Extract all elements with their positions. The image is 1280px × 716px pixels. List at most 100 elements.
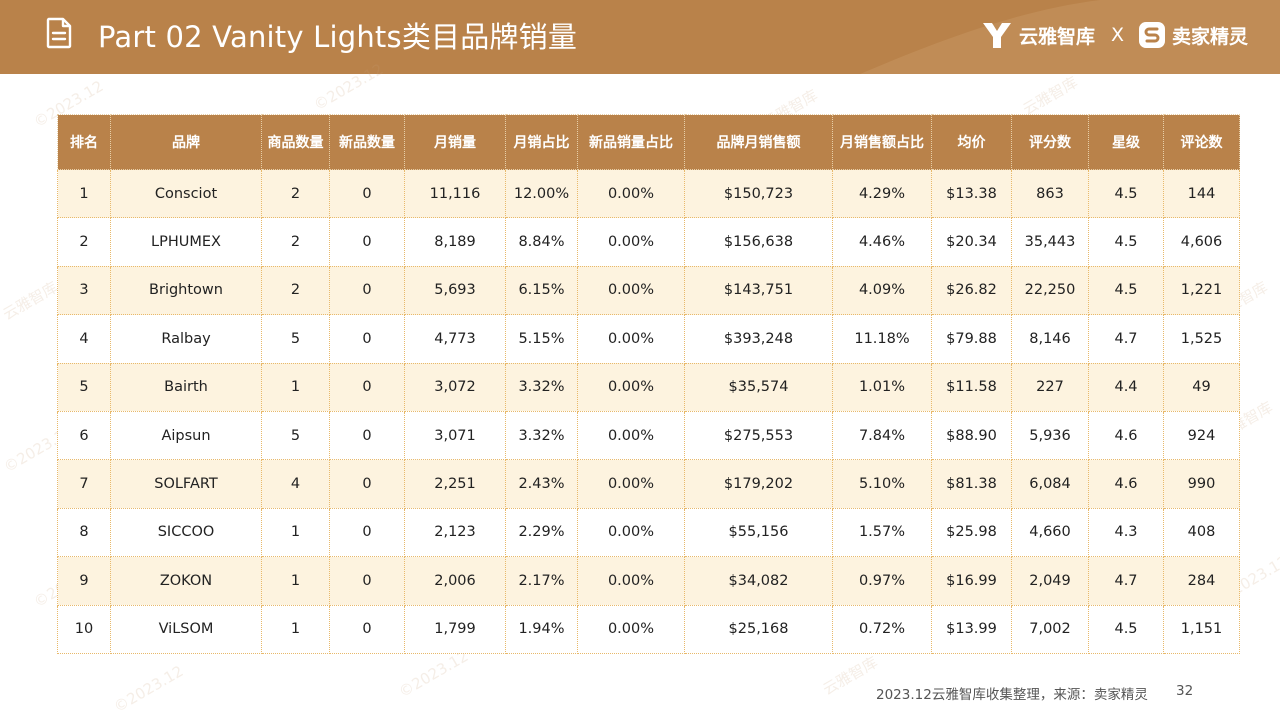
table-cell: $55,156 [684,507,833,558]
table-row: 5 Bairth 1 0 3,072 3.32% 0.00% $35,574 1.01% $11.… [57,362,1240,412]
table-cell: 4,606 [1163,217,1240,267]
table-cell: 12.00% [505,168,578,219]
brand-sales-table: 排名 品牌 商品数量 新品数量 月销量 月销占比 新品销量占比 品牌月销售额 月销售额占比 均价评… [57,114,1240,654]
brand-right-name: 卖家精灵 [1171,25,1248,48]
table-cell: 1 [57,168,111,219]
table-cell: $13.99 [931,604,1012,654]
table-cell: 0.00% [577,362,685,412]
table-cell: 0 [329,604,405,654]
table-cell: 11,116 [404,168,506,219]
table-cell: 0 [329,507,405,558]
table-cell: 1.57% [832,507,932,558]
table-cell: 0.00% [577,556,685,606]
table-cell: 2.43% [505,459,578,509]
table-cell: $79.88 [931,314,1012,364]
table-cell: 4.6 [1088,459,1164,509]
table-cell: 0 [329,410,405,461]
page-title: Part 02 Vanity Lights类目品牌销量 [98,20,578,54]
table-cell: 6 [57,410,111,461]
table-cell: $13.38 [931,168,1012,219]
table-cell: 1 [261,604,330,654]
table-cell: 5.10% [832,459,932,509]
table-cell: 1,221 [1163,265,1240,316]
table-cell: 0 [329,362,405,412]
table-cell: 0.00% [577,604,685,654]
table-row: 8 SICCOO 1 0 2,123 2.29% 0.00% $55,156 1.57% $25.… [57,507,1240,558]
table-cell: 8,189 [404,217,506,267]
table-cell: 4 [57,314,111,364]
table-cell: 4.7 [1088,556,1164,606]
table-cell: $25.98 [931,507,1012,558]
table-cell: 5 [261,410,330,461]
table-cell: 2,049 [1011,556,1089,606]
table-cell: 0.00% [577,265,685,316]
column-header: 均价 [931,114,1012,170]
table-cell: 0 [329,314,405,364]
table-cell: 1,151 [1163,604,1240,654]
column-header: 评论数 [1163,114,1240,170]
table-cell: 8.84% [505,217,578,267]
table-cell: 5,936 [1011,410,1089,461]
table-cell: 2,251 [404,459,506,509]
table-cell: 863 [1011,168,1089,219]
table-cell: 4.46% [832,217,932,267]
table-cell: 4.5 [1088,265,1164,316]
column-header: 品牌月销售额 [684,114,833,170]
table-cell: 4,660 [1011,507,1089,558]
table-row: 3 Brightown 2 0 5,693 6.15% 0.00% $143,751 4.09%… [57,265,1240,316]
table-cell: 4.5 [1088,604,1164,654]
table-cell: 3.32% [505,410,578,461]
table-cell: 8,146 [1011,314,1089,364]
source-note: 2023.12云雅智库收集整理，来源：卖家精灵 [876,687,1148,703]
column-header: 月销量 [404,114,506,170]
table-cell: 924 [1163,410,1240,461]
column-header: 新品销量占比 [577,114,685,170]
table-cell: 0.00% [577,507,685,558]
table-cell: $393,248 [684,314,833,364]
table-cell: 2 [57,217,111,267]
table-cell: 0.00% [577,168,685,219]
table-cell: 4.29% [832,168,932,219]
table-cell: 4.7 [1088,314,1164,364]
table-cell: 0.00% [577,217,685,267]
table-cell: 1,525 [1163,314,1240,364]
table-cell: 35,443 [1011,217,1089,267]
brand-separator: X [1110,24,1124,46]
table-cell: 0.00% [577,459,685,509]
document-icon [46,17,72,49]
table-cell: 1 [261,362,330,412]
watermark: 云雅智库 [1019,73,1081,119]
table-cell: 5.15% [505,314,578,364]
table-cell: Ralbay [110,314,262,364]
table-cell: 144 [1163,168,1240,219]
table-cell: 3.32% [505,362,578,412]
table-cell: 0.00% [577,314,685,364]
table-cell: $16.99 [931,556,1012,606]
table-row: 10 ViLSOM 1 0 1,799 1.94% 0.00% $25,168 0.72% $13… [57,604,1240,654]
table-cell: $156,638 [684,217,833,267]
table-cell: Consciot [110,168,262,219]
sellersprite-logo-icon [1138,22,1165,48]
table-cell: 49 [1163,362,1240,412]
table-cell: 2,123 [404,507,506,558]
table-cell: 408 [1163,507,1240,558]
table-cell: 9 [57,556,111,606]
table-cell: 4,773 [404,314,506,364]
header-bar: Part 02 Vanity Lights类目品牌销量 云雅智库 X 卖家精灵 [0,0,1280,74]
table-cell: SICCOO [110,507,262,558]
table-cell: 5 [261,314,330,364]
column-header: 排名 [57,114,111,170]
table-cell: 8 [57,507,111,558]
table-cell: $88.90 [931,410,1012,461]
table-cell: ZOKON [110,556,262,606]
table-cell: 0 [329,459,405,509]
table-cell: 1 [261,556,330,606]
table-cell: $150,723 [684,168,833,219]
watermark: 云雅智库 [819,653,881,699]
column-header: 评分数 [1011,114,1089,170]
table-cell: 990 [1163,459,1240,509]
table-cell: Brightown [110,265,262,316]
watermark: 云雅智库 [0,278,61,324]
table-cell: 0.00% [577,410,685,461]
table-row: 2 LPHUMEX 2 0 8,189 8.84% 0.00% $156,638 4.46% $2… [57,217,1240,267]
